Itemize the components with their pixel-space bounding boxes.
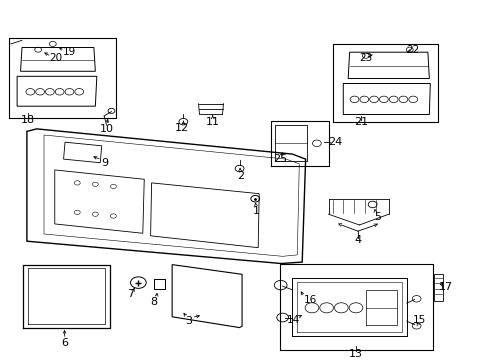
Text: 21: 21 [353, 117, 367, 127]
Text: 24: 24 [327, 137, 342, 147]
Text: 4: 4 [354, 235, 361, 246]
Text: 10: 10 [100, 124, 113, 134]
Text: 11: 11 [205, 117, 219, 127]
Text: 2: 2 [237, 171, 244, 181]
Text: 5: 5 [373, 212, 380, 222]
Text: 22: 22 [406, 45, 419, 55]
Text: 6: 6 [61, 338, 68, 348]
Text: 17: 17 [438, 282, 452, 292]
Text: 15: 15 [412, 315, 426, 325]
Text: 19: 19 [62, 47, 76, 57]
Text: 20: 20 [50, 53, 62, 63]
Text: 13: 13 [348, 348, 362, 359]
Text: 7: 7 [127, 289, 134, 300]
Text: 14: 14 [286, 315, 300, 325]
Text: 25: 25 [272, 154, 286, 164]
Text: 12: 12 [175, 123, 188, 133]
Text: 8: 8 [150, 297, 157, 307]
Text: 1: 1 [253, 206, 260, 216]
Text: 23: 23 [358, 53, 372, 63]
Text: 9: 9 [102, 158, 108, 168]
Text: 16: 16 [303, 294, 317, 305]
Text: 18: 18 [21, 114, 35, 125]
Text: 3: 3 [184, 316, 191, 326]
